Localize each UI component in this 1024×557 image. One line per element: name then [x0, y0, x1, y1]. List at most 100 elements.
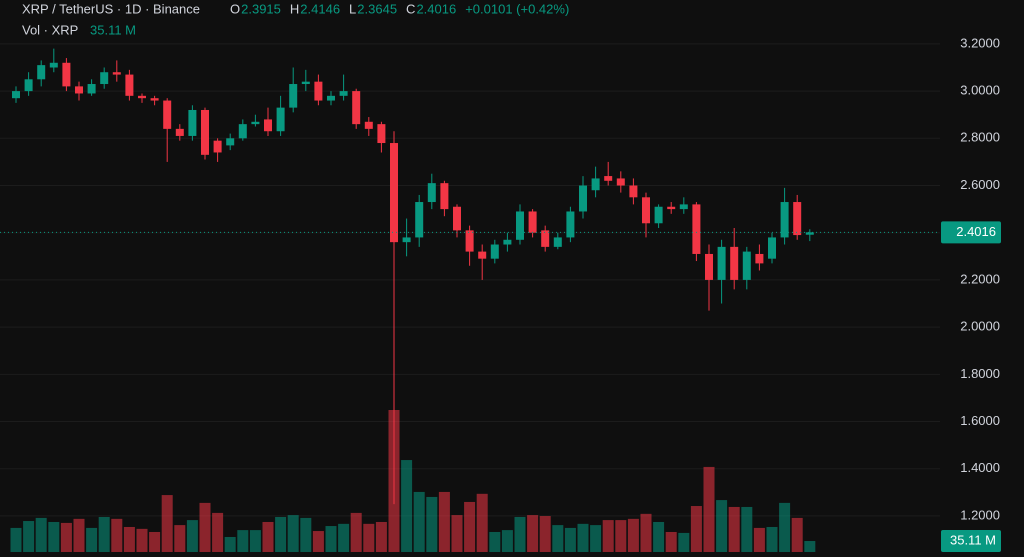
candle-body [793, 202, 802, 236]
candle-body [755, 253, 764, 264]
volume-bar [212, 512, 224, 552]
candle-body [37, 65, 46, 80]
candle-body [314, 81, 323, 101]
y-tick-label: 1.2000 [960, 507, 1000, 522]
y-tick-label: 2.6000 [960, 177, 1000, 192]
candle-body [629, 185, 638, 198]
volume-bar [464, 501, 476, 552]
candle-body [213, 140, 222, 153]
volume-bar [111, 518, 123, 552]
candle-body [226, 138, 235, 146]
candle-body [553, 237, 562, 247]
candle-body [377, 124, 386, 144]
volume-bar [716, 500, 728, 552]
candle-body [642, 197, 650, 224]
candle-body [138, 95, 146, 99]
volume-bar [363, 523, 375, 552]
volume-bar [98, 516, 110, 552]
candle-body [87, 84, 96, 94]
candle-body [415, 202, 424, 238]
candle-body [616, 178, 625, 186]
volume-bar [653, 521, 665, 552]
y-tick-label: 3.4000 [960, 0, 1000, 3]
change: +0.0101 (+0.42%) [465, 1, 569, 16]
volume-bar [690, 506, 702, 552]
volume-bar [791, 517, 803, 552]
candle-body [62, 62, 71, 87]
ohlc-label: H [290, 1, 299, 16]
volume-bar [350, 512, 362, 552]
candle-body [541, 230, 550, 247]
candle-body [289, 84, 298, 108]
candle-body [465, 230, 474, 252]
volume-bar [262, 521, 274, 552]
candle-body [301, 81, 310, 85]
volume-bar [728, 506, 740, 552]
candle-body [251, 121, 260, 125]
volume-bar [627, 518, 639, 552]
volume-bar [224, 536, 236, 552]
candle-body [805, 232, 814, 235]
candle-body [112, 72, 121, 75]
candle-body [440, 183, 449, 210]
ohlc-label: L [349, 1, 356, 16]
volume-axis-label: 35.11 M [950, 532, 996, 547]
volume-bar [640, 513, 652, 552]
candle-body [780, 202, 789, 238]
volume-bar [249, 530, 261, 552]
ohlc-value: 2.3915 [241, 1, 281, 16]
volume-bar [287, 515, 299, 552]
volume-bar [136, 528, 148, 552]
candle-body [188, 109, 197, 136]
y-tick-label: 1.6000 [960, 413, 1000, 428]
candle-body [516, 211, 524, 240]
volume-bar [375, 521, 387, 552]
candle-body [75, 86, 83, 94]
candle-body [692, 204, 701, 254]
candle-body [100, 72, 109, 85]
y-tick-label: 3.2000 [960, 35, 1000, 50]
volume-bar [312, 531, 324, 552]
candle-body [24, 79, 33, 92]
volume-bar [615, 520, 627, 552]
volume-bar [401, 460, 413, 552]
volume-bar [86, 527, 98, 552]
y-tick-label: 2.8000 [960, 130, 1000, 145]
candle-body [679, 204, 688, 210]
candle-body [453, 206, 461, 231]
volume-bar [161, 495, 173, 552]
candle-body [201, 109, 209, 155]
ohlc-value: 2.4146 [300, 1, 340, 16]
candle-body [276, 107, 285, 132]
candle-body [654, 206, 663, 224]
candle-body [163, 100, 172, 129]
candle-body [238, 124, 247, 139]
volume-bar [438, 491, 450, 552]
ohlc-value: 2.3645 [357, 1, 397, 16]
volume-bar [501, 530, 513, 552]
candle-body [604, 176, 613, 181]
volume-bar [10, 527, 22, 552]
volume-bar [149, 531, 161, 552]
candle-body [768, 237, 776, 259]
volume-bar [73, 518, 85, 552]
y-tick-label: 1.4000 [960, 460, 1000, 475]
volume-value: 35.11 M [90, 22, 136, 37]
volume-bar [451, 515, 463, 552]
candle-body [264, 119, 272, 132]
candle-body [12, 91, 20, 99]
volume-bar [489, 531, 501, 552]
candle-body [566, 211, 575, 238]
candle-body [705, 253, 713, 280]
volume-bar [48, 521, 60, 552]
candle-body [742, 251, 751, 280]
volume-bar [753, 527, 765, 552]
y-tick-label: 2.0000 [960, 319, 1000, 334]
volume-bar [338, 523, 350, 552]
candle-body [528, 211, 537, 233]
candle-body [352, 91, 361, 125]
volume-bar [590, 525, 602, 552]
volume-bar [426, 496, 438, 552]
ohlc-label: O [230, 1, 240, 16]
